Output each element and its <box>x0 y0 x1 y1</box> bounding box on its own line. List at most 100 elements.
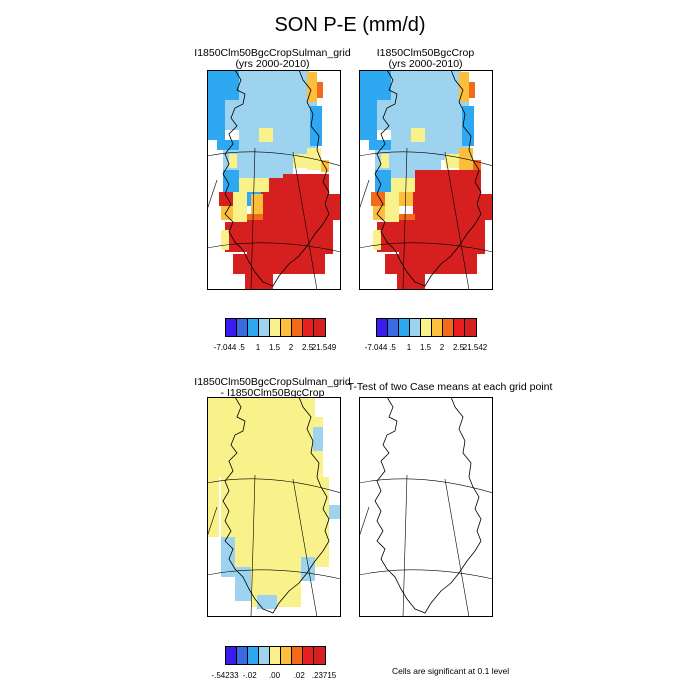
colorbar-label: .02 <box>293 671 305 680</box>
latitude-line <box>359 151 493 167</box>
cell <box>239 70 309 78</box>
cell <box>329 194 341 220</box>
colorbar-swatch <box>465 319 476 336</box>
colorbar-swatch <box>237 319 248 336</box>
map-bottom-right-svg <box>359 397 493 617</box>
cell <box>313 427 323 451</box>
cell <box>307 72 317 102</box>
colorbar-swatch <box>259 319 270 336</box>
map-frame <box>359 70 493 290</box>
cell <box>245 274 273 290</box>
map-top-left <box>207 70 341 290</box>
colorbar-label: 2 <box>288 343 294 352</box>
cell <box>221 206 233 220</box>
panel-title-top-left: I1850Clm50BgcCropSulman_grid (yrs 2000-2… <box>185 48 360 70</box>
cell <box>435 170 481 194</box>
panel-title-line2: (yrs 2000-2010) <box>235 58 310 70</box>
colorbar-swatch <box>432 319 443 336</box>
cell <box>257 595 277 609</box>
cell <box>369 140 391 150</box>
figure-title: SON P-E (mm/d) <box>274 14 426 36</box>
longitude-line <box>250 147 256 290</box>
cell <box>411 128 425 142</box>
colorbar-swatch <box>377 319 388 336</box>
colorbar-label: .00 <box>268 671 281 680</box>
colorbar-swatch <box>226 319 237 336</box>
latitude-line <box>207 478 341 494</box>
colorbar-swatch <box>421 319 432 336</box>
cell <box>223 170 239 192</box>
longitude-line <box>292 478 318 617</box>
colorbar-swatch <box>410 319 421 336</box>
colorbar-swatch <box>259 647 270 664</box>
cell <box>239 160 293 178</box>
longitude-line <box>359 179 370 211</box>
panel-title-line2: (yrs 2000-2010) <box>388 58 463 70</box>
cell <box>221 230 229 250</box>
map-frame <box>207 70 341 290</box>
coastline <box>374 70 482 287</box>
cell <box>221 477 329 517</box>
panel-title-line1: I1850Clm50BgcCropSulman_grid <box>194 376 351 388</box>
colorbar-top-left <box>225 318 326 337</box>
cell <box>481 194 493 220</box>
cell <box>385 192 399 210</box>
cell <box>391 178 415 192</box>
cell <box>381 154 389 168</box>
colorbar-label: 1.5 <box>268 343 281 352</box>
longitude-line <box>444 151 470 290</box>
colorbar-swatch <box>248 319 259 336</box>
cell <box>259 128 273 142</box>
cell <box>413 192 481 220</box>
cell <box>459 72 469 102</box>
latitude-line <box>207 151 341 167</box>
cell <box>399 220 485 254</box>
latitude-line <box>207 242 341 253</box>
cell <box>283 174 319 194</box>
cell <box>219 417 323 477</box>
longitude-line <box>402 474 408 617</box>
colorbar-swatch <box>303 647 314 664</box>
latitude-line <box>207 569 341 580</box>
longitude-line <box>207 506 218 538</box>
cell <box>469 82 475 98</box>
colorbar-swatch <box>388 319 399 336</box>
colorbar-label: -.02 <box>242 671 257 680</box>
cell <box>385 254 477 274</box>
cell <box>225 70 239 100</box>
colorbar-label: 21.549 <box>311 343 337 352</box>
coastline <box>374 397 482 614</box>
colorbar-swatch <box>399 319 410 336</box>
colorbar-swatch <box>237 647 248 664</box>
panel-title-line2: - I1850Clm50BgcCrop <box>220 387 325 399</box>
cell <box>359 70 365 110</box>
colorbar-swatch <box>248 647 259 664</box>
colorbar-label: 1 <box>255 343 261 352</box>
cell <box>301 557 315 581</box>
colorbar-label: 1 <box>406 343 412 352</box>
colorbar-label: 21.542 <box>462 343 488 352</box>
map-bottom-right <box>359 397 493 617</box>
colorbar-swatch <box>226 647 237 664</box>
colorbar-label: .23715 <box>311 671 337 680</box>
colorbar-swatch <box>443 319 454 336</box>
map-top-right <box>359 70 493 290</box>
cell <box>217 140 239 150</box>
colorbar-label: 2 <box>439 343 445 352</box>
cell <box>375 170 391 192</box>
map-top-left-svg <box>207 70 341 290</box>
cell <box>247 220 333 254</box>
cell <box>207 110 225 140</box>
cell <box>269 178 283 192</box>
panel-title-top-right: I1850Clm50BgcCrop (yrs 2000-2010) <box>338 48 513 70</box>
colorbar-top-right <box>376 318 477 337</box>
cell <box>293 154 307 168</box>
map-frame <box>359 397 493 617</box>
cell <box>415 170 435 192</box>
colorbar-label: 2.5 <box>452 343 465 352</box>
cell <box>329 505 341 519</box>
longitude-line <box>402 147 408 290</box>
longitude-line <box>359 506 370 538</box>
cell <box>233 192 247 210</box>
cell <box>399 192 413 206</box>
